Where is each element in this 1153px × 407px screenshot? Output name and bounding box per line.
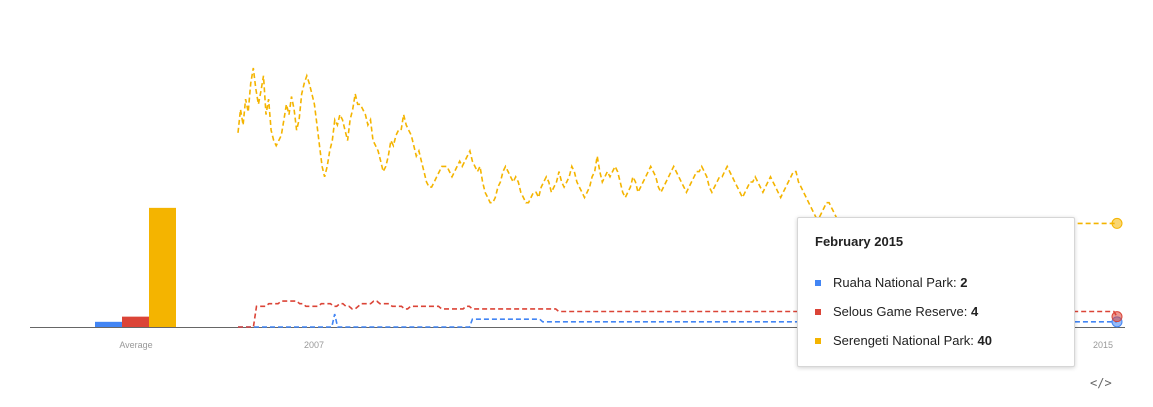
tooltip-row-ruaha: Ruaha National Park: 2 [815,275,967,290]
average-bars [95,207,176,327]
series-endpoint-2 [1111,217,1123,229]
tooltip-row-serengeti: Serengeti National Park: 40 [815,333,992,348]
ruaha-swatch [815,279,821,286]
series-endpoint-1 [1111,311,1123,323]
tooltip-value-ruaha: 2 [960,275,968,290]
tooltip-value-selous: 4 [971,304,979,319]
tooltip-label-selous: Selous Game Reserve: [833,304,972,319]
x-tick-label-4: 2015 [1093,340,1113,350]
series-line-0 [238,313,1117,328]
serengeti-swatch [815,337,821,344]
tooltip-title: February 2015 [815,234,904,249]
average-axis-label: Average [119,340,152,350]
series-endpoints [1111,217,1123,328]
average-bar-2 [149,207,176,327]
average-bar-1 [122,316,149,327]
average-bar-0 [95,321,122,327]
tooltip-label-ruaha: Ruaha National Park: [833,275,961,290]
x-tick-labels: 2007 2015 [304,340,1113,350]
x-tick-label-0: 2007 [304,340,324,350]
tooltip-value-serengeti: 40 [977,333,992,348]
hover-tooltip: February 2015 Ruaha National Park: 2 Sel… [797,217,1075,367]
tooltip-row-selous: Selous Game Reserve: 4 [815,304,978,319]
selous-swatch [815,308,821,315]
embed-code-icon[interactable]: </> [1090,376,1112,390]
tooltip-label-serengeti: Serengeti National Park: [833,333,978,348]
series-line-2 [237,67,1117,225]
